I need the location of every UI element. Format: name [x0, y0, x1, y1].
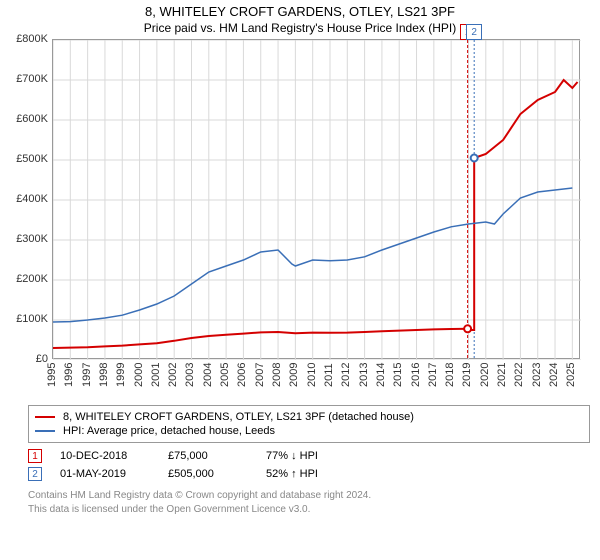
x-tick-label: 2007 — [254, 363, 266, 387]
plot-region: 12 — [52, 39, 580, 359]
y-tick-label: £500K — [16, 153, 48, 165]
x-tick-label: 2016 — [410, 363, 422, 387]
footer-line-1: Contains HM Land Registry data © Crown c… — [28, 489, 572, 503]
event-row: 1 10-DEC-2018 £75,000 77% ↓ HPI — [28, 447, 572, 465]
x-tick-label: 2013 — [358, 363, 370, 387]
event-price: £75,000 — [168, 450, 248, 462]
x-tick-label: 2022 — [513, 363, 525, 387]
y-tick-label: £400K — [16, 193, 48, 205]
y-tick-label: £300K — [16, 233, 48, 245]
y-tick-label: £100K — [16, 313, 48, 325]
plot-svg — [53, 40, 581, 360]
event-row: 2 01-MAY-2019 £505,000 52% ↑ HPI — [28, 465, 572, 483]
event-date: 01-MAY-2019 — [60, 468, 150, 480]
legend-swatch — [35, 430, 55, 432]
event-list: 1 10-DEC-2018 £75,000 77% ↓ HPI 2 01-MAY-2019… — [28, 447, 572, 483]
legend: 8, WHITELEY CROFT GARDENS, OTLEY, LS21 3… — [28, 405, 590, 443]
event-pct: 52% ↑ HPI — [266, 468, 366, 480]
x-tick-label: 2014 — [375, 363, 387, 387]
event-price: £505,000 — [168, 468, 248, 480]
footer-line-2: This data is licensed under the Open Gov… — [28, 503, 572, 517]
x-tick-label: 2017 — [427, 363, 439, 387]
event-pct: 77% ↓ HPI — [266, 450, 366, 462]
legend-item: HPI: Average price, detached house, Leed… — [35, 424, 583, 438]
legend-swatch — [35, 416, 55, 418]
x-tick-label: 2005 — [219, 363, 231, 387]
x-tick-label: 2018 — [444, 363, 456, 387]
x-tick-label: 2004 — [202, 363, 214, 387]
x-tick-label: 1999 — [115, 363, 127, 387]
x-tick-label: 2015 — [392, 363, 404, 387]
x-tick-label: 2011 — [323, 363, 335, 387]
y-axis-ticks: £0£100K£200K£300K£400K£500K£600K£700K£80… — [0, 39, 52, 359]
y-tick-label: £600K — [16, 113, 48, 125]
x-tick-label: 2008 — [271, 363, 283, 387]
legend-item: 8, WHITELEY CROFT GARDENS, OTLEY, LS21 3… — [35, 410, 583, 424]
x-tick-label: 2025 — [565, 363, 577, 387]
x-axis-ticks: 1995199619971998199920002001200220032004… — [52, 359, 580, 399]
footer-attribution: Contains HM Land Registry data © Crown c… — [28, 489, 572, 516]
x-tick-label: 1995 — [46, 363, 58, 387]
x-tick-label: 2000 — [133, 363, 145, 387]
y-tick-label: £700K — [16, 73, 48, 85]
x-tick-label: 2010 — [306, 363, 318, 387]
event-date: 10-DEC-2018 — [60, 450, 150, 462]
x-tick-label: 2009 — [288, 363, 300, 387]
x-tick-label: 1997 — [81, 363, 93, 387]
event-number-box: 1 — [28, 449, 42, 463]
x-tick-label: 2023 — [531, 363, 543, 387]
event-marker-2: 2 — [466, 24, 482, 40]
x-tick-label: 2003 — [184, 363, 196, 387]
x-tick-label: 2019 — [461, 363, 473, 387]
chart-area: £0£100K£200K£300K£400K£500K£600K£700K£80… — [0, 39, 600, 399]
y-tick-label: £200K — [16, 273, 48, 285]
chart-subtitle: Price paid vs. HM Land Registry's House … — [0, 19, 600, 39]
x-tick-label: 2002 — [167, 363, 179, 387]
chart-title: 8, WHITELEY CROFT GARDENS, OTLEY, LS21 3… — [0, 0, 600, 19]
x-tick-label: 2024 — [548, 363, 560, 387]
x-tick-label: 2001 — [150, 363, 162, 387]
x-tick-label: 1998 — [98, 363, 110, 387]
legend-label: HPI: Average price, detached house, Leed… — [63, 425, 275, 437]
x-tick-label: 2021 — [496, 363, 508, 387]
event-number-box: 2 — [28, 467, 42, 481]
x-tick-label: 2020 — [479, 363, 491, 387]
y-tick-label: £800K — [16, 33, 48, 45]
legend-label: 8, WHITELEY CROFT GARDENS, OTLEY, LS21 3… — [63, 411, 414, 423]
x-tick-label: 1996 — [63, 363, 75, 387]
x-tick-label: 2012 — [340, 363, 352, 387]
x-tick-label: 2006 — [236, 363, 248, 387]
